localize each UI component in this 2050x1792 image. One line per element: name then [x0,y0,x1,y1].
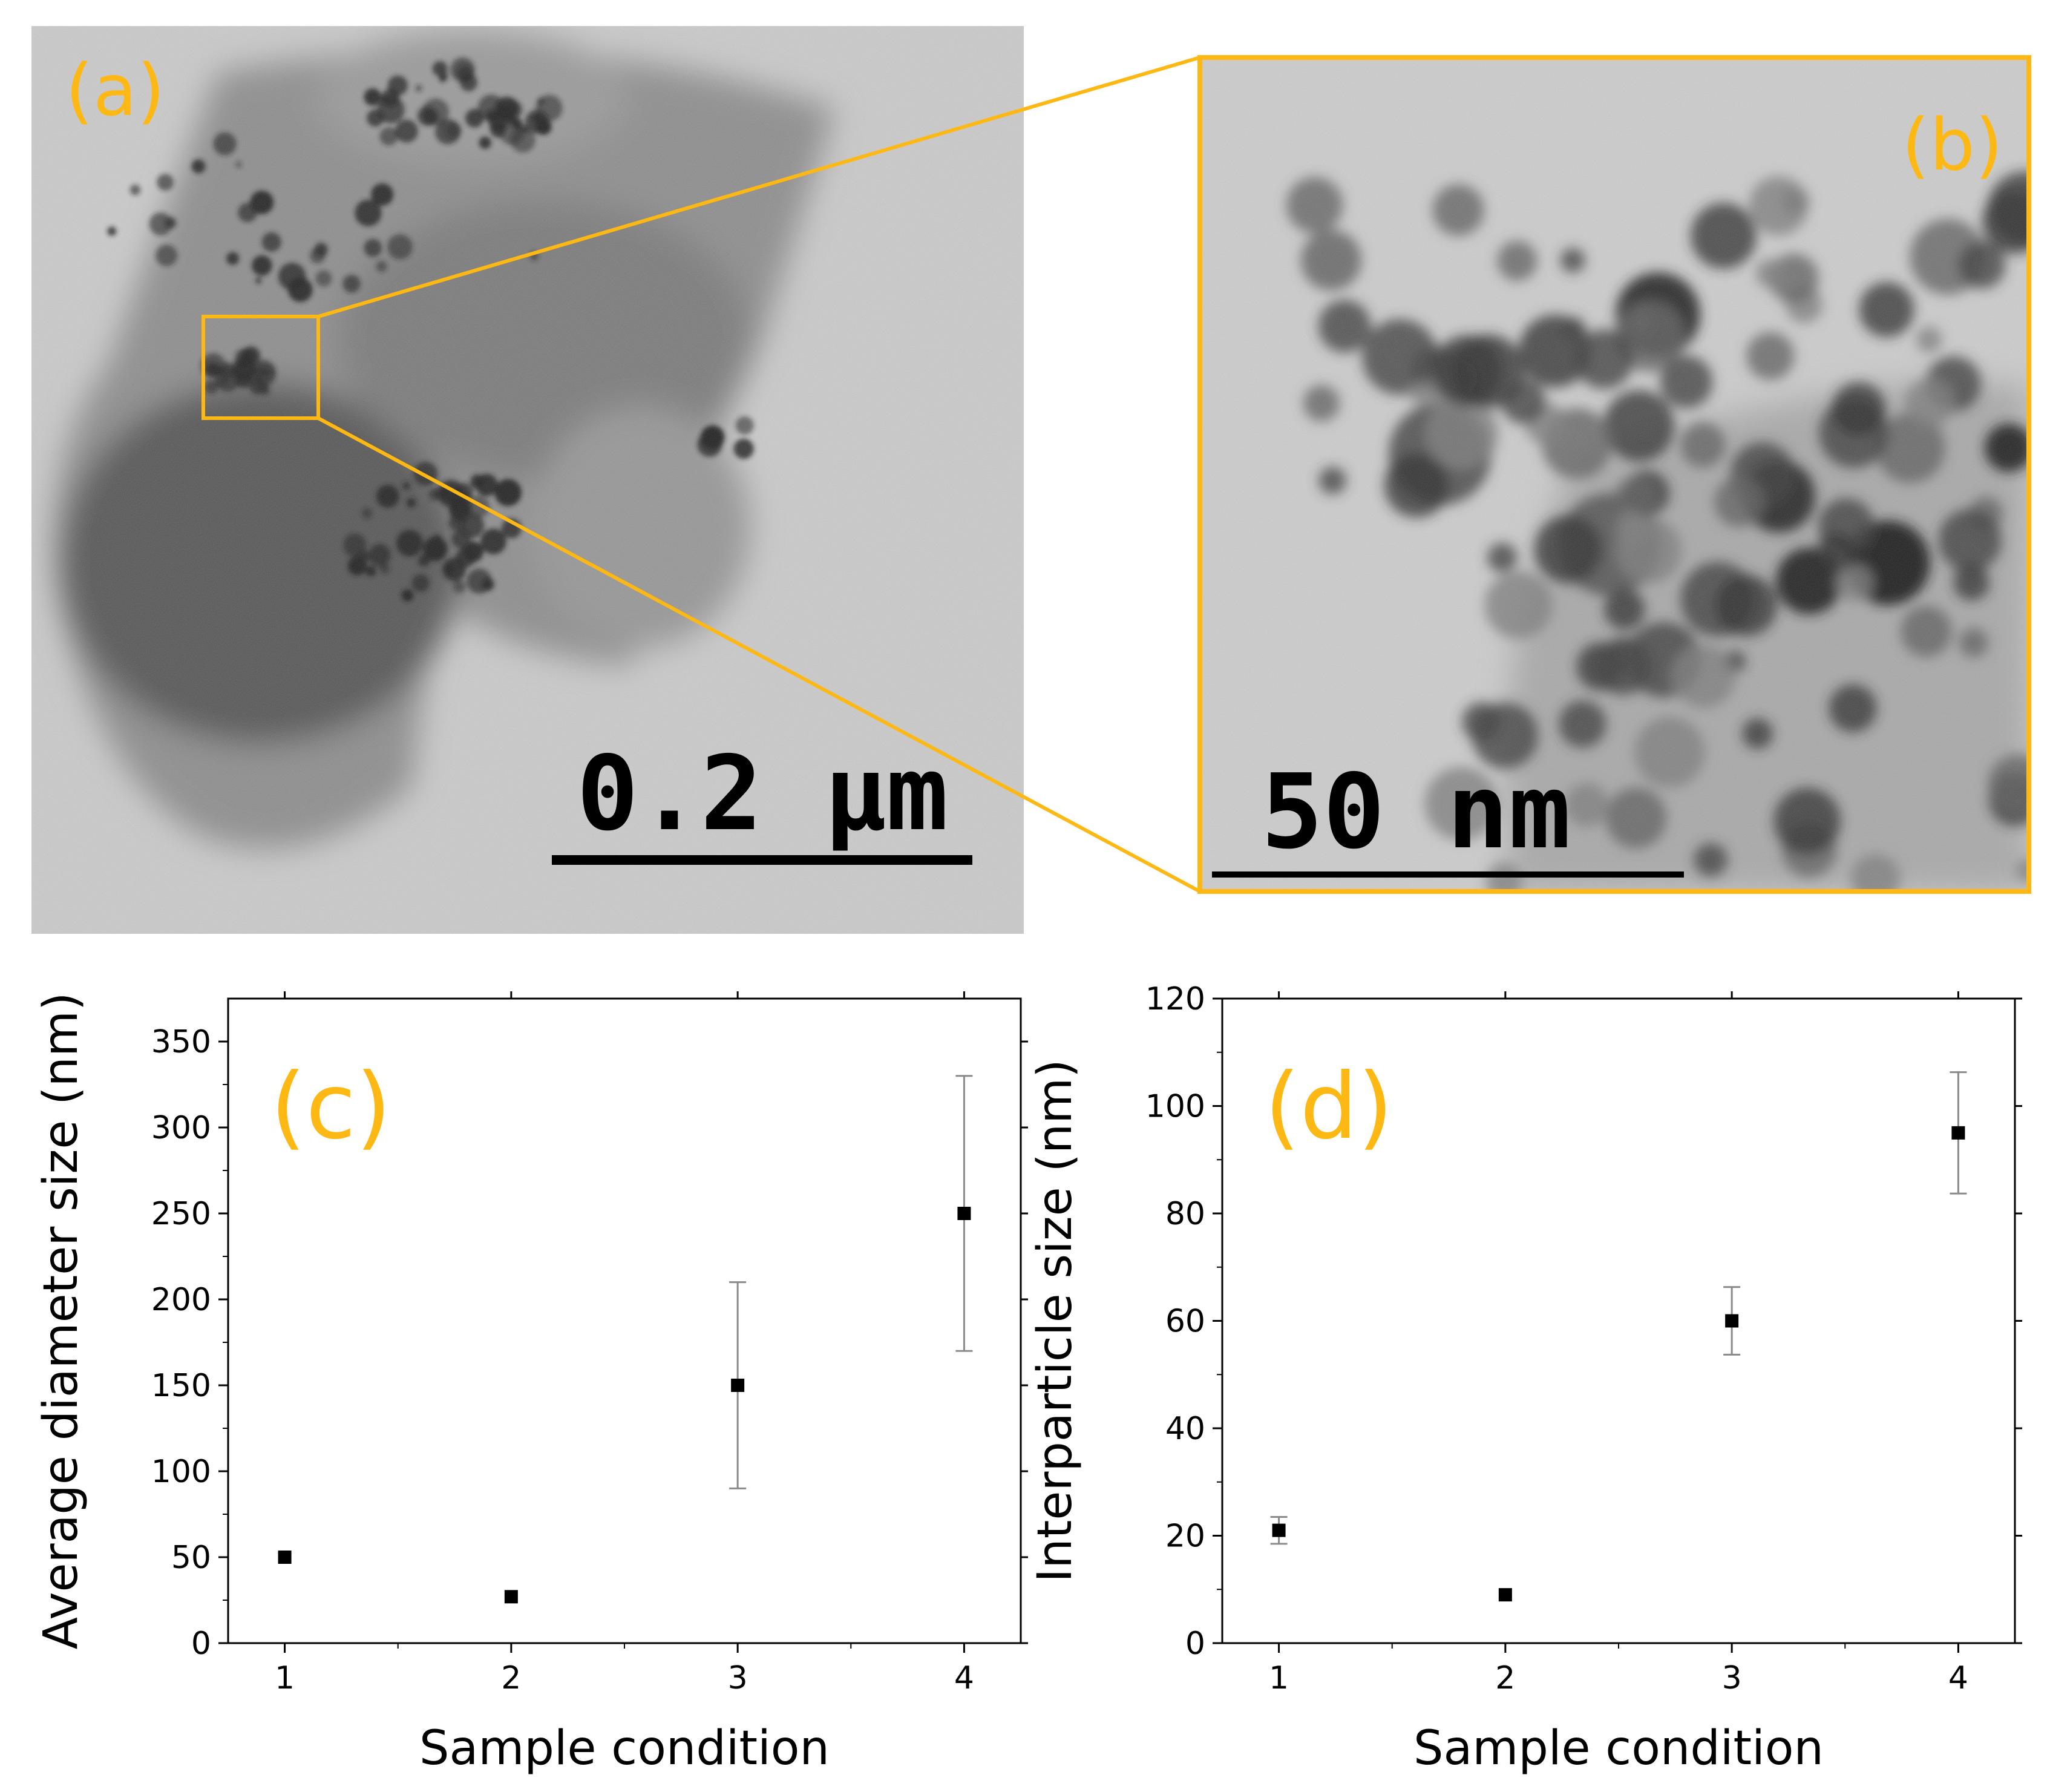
panel-label: (d) [1265,1054,1393,1160]
data-point [1951,1126,1965,1140]
y-tick-label: 200 [151,1282,211,1318]
x-tick-label: 1 [1269,1660,1289,1696]
scalebar-a-label: 0.2 µm [577,734,948,854]
tem-image-overview: (a) 0.2 µm [31,26,1024,934]
y-tick-label: 0 [191,1626,211,1662]
y-tick-label: 0 [1185,1626,1205,1662]
panel-b-label: (b) [1902,103,2003,186]
x-tick-label: 2 [1495,1660,1515,1696]
data-point [504,1590,518,1604]
y-tick-label: 300 [151,1110,211,1146]
data-point [957,1207,971,1220]
x-tick-label: 4 [1948,1660,1968,1696]
tem-image-zoom: (b) 50 nm [1197,55,2031,894]
y-tick-label: 40 [1165,1411,1205,1447]
data-point [731,1379,745,1392]
data-point [1272,1523,1286,1537]
x-tick-label: 3 [1722,1660,1742,1696]
y-tick-label: 250 [151,1196,211,1232]
x-tick-label: 4 [954,1660,974,1696]
data-point [1725,1314,1739,1328]
y-tick-label: 350 [151,1024,211,1060]
zoom-connector-top [318,56,1200,318]
y-tick-label: 50 [171,1540,211,1576]
data-point [278,1551,292,1564]
plot-frame [227,997,1022,1644]
y-tick-label: 120 [1145,981,1205,1017]
y-tick-label: 100 [151,1454,211,1490]
y-tick-label: 60 [1165,1304,1205,1340]
panel-a-label: (a) [65,48,165,132]
x-tick-label: 3 [728,1660,748,1696]
y-axis-label: Interparticle size (nm) [1028,1059,1082,1582]
plot-frame [1221,997,2016,1644]
panel-label: (c) [270,1054,391,1160]
scalebar-b-label: 50 nm [1261,752,1571,872]
x-tick-label: 1 [275,1660,295,1696]
data-point [1498,1588,1512,1602]
y-tick-label: 100 [1145,1089,1205,1125]
y-tick-label: 80 [1165,1196,1205,1232]
y-axis-label: Average diameter size (nm) [34,993,88,1650]
y-tick-label: 150 [151,1368,211,1404]
y-tick-label: 20 [1165,1518,1205,1555]
x-axis-label: Sample condition [1413,1721,1824,1776]
chart-average-diameter: 1 2 3 4 0 50 100 150 200 250 300 350 Sample conditio… [34,991,1028,1776]
scalebar-a-bar [552,855,972,865]
zoom-connector-bottom [317,416,1201,893]
zoom-region-box [201,315,320,420]
zoom-frame [1197,55,2031,894]
x-tick-label: 2 [501,1660,521,1696]
x-axis-label: Sample condition [419,1721,830,1776]
scalebar-b-bar [1212,871,1684,878]
